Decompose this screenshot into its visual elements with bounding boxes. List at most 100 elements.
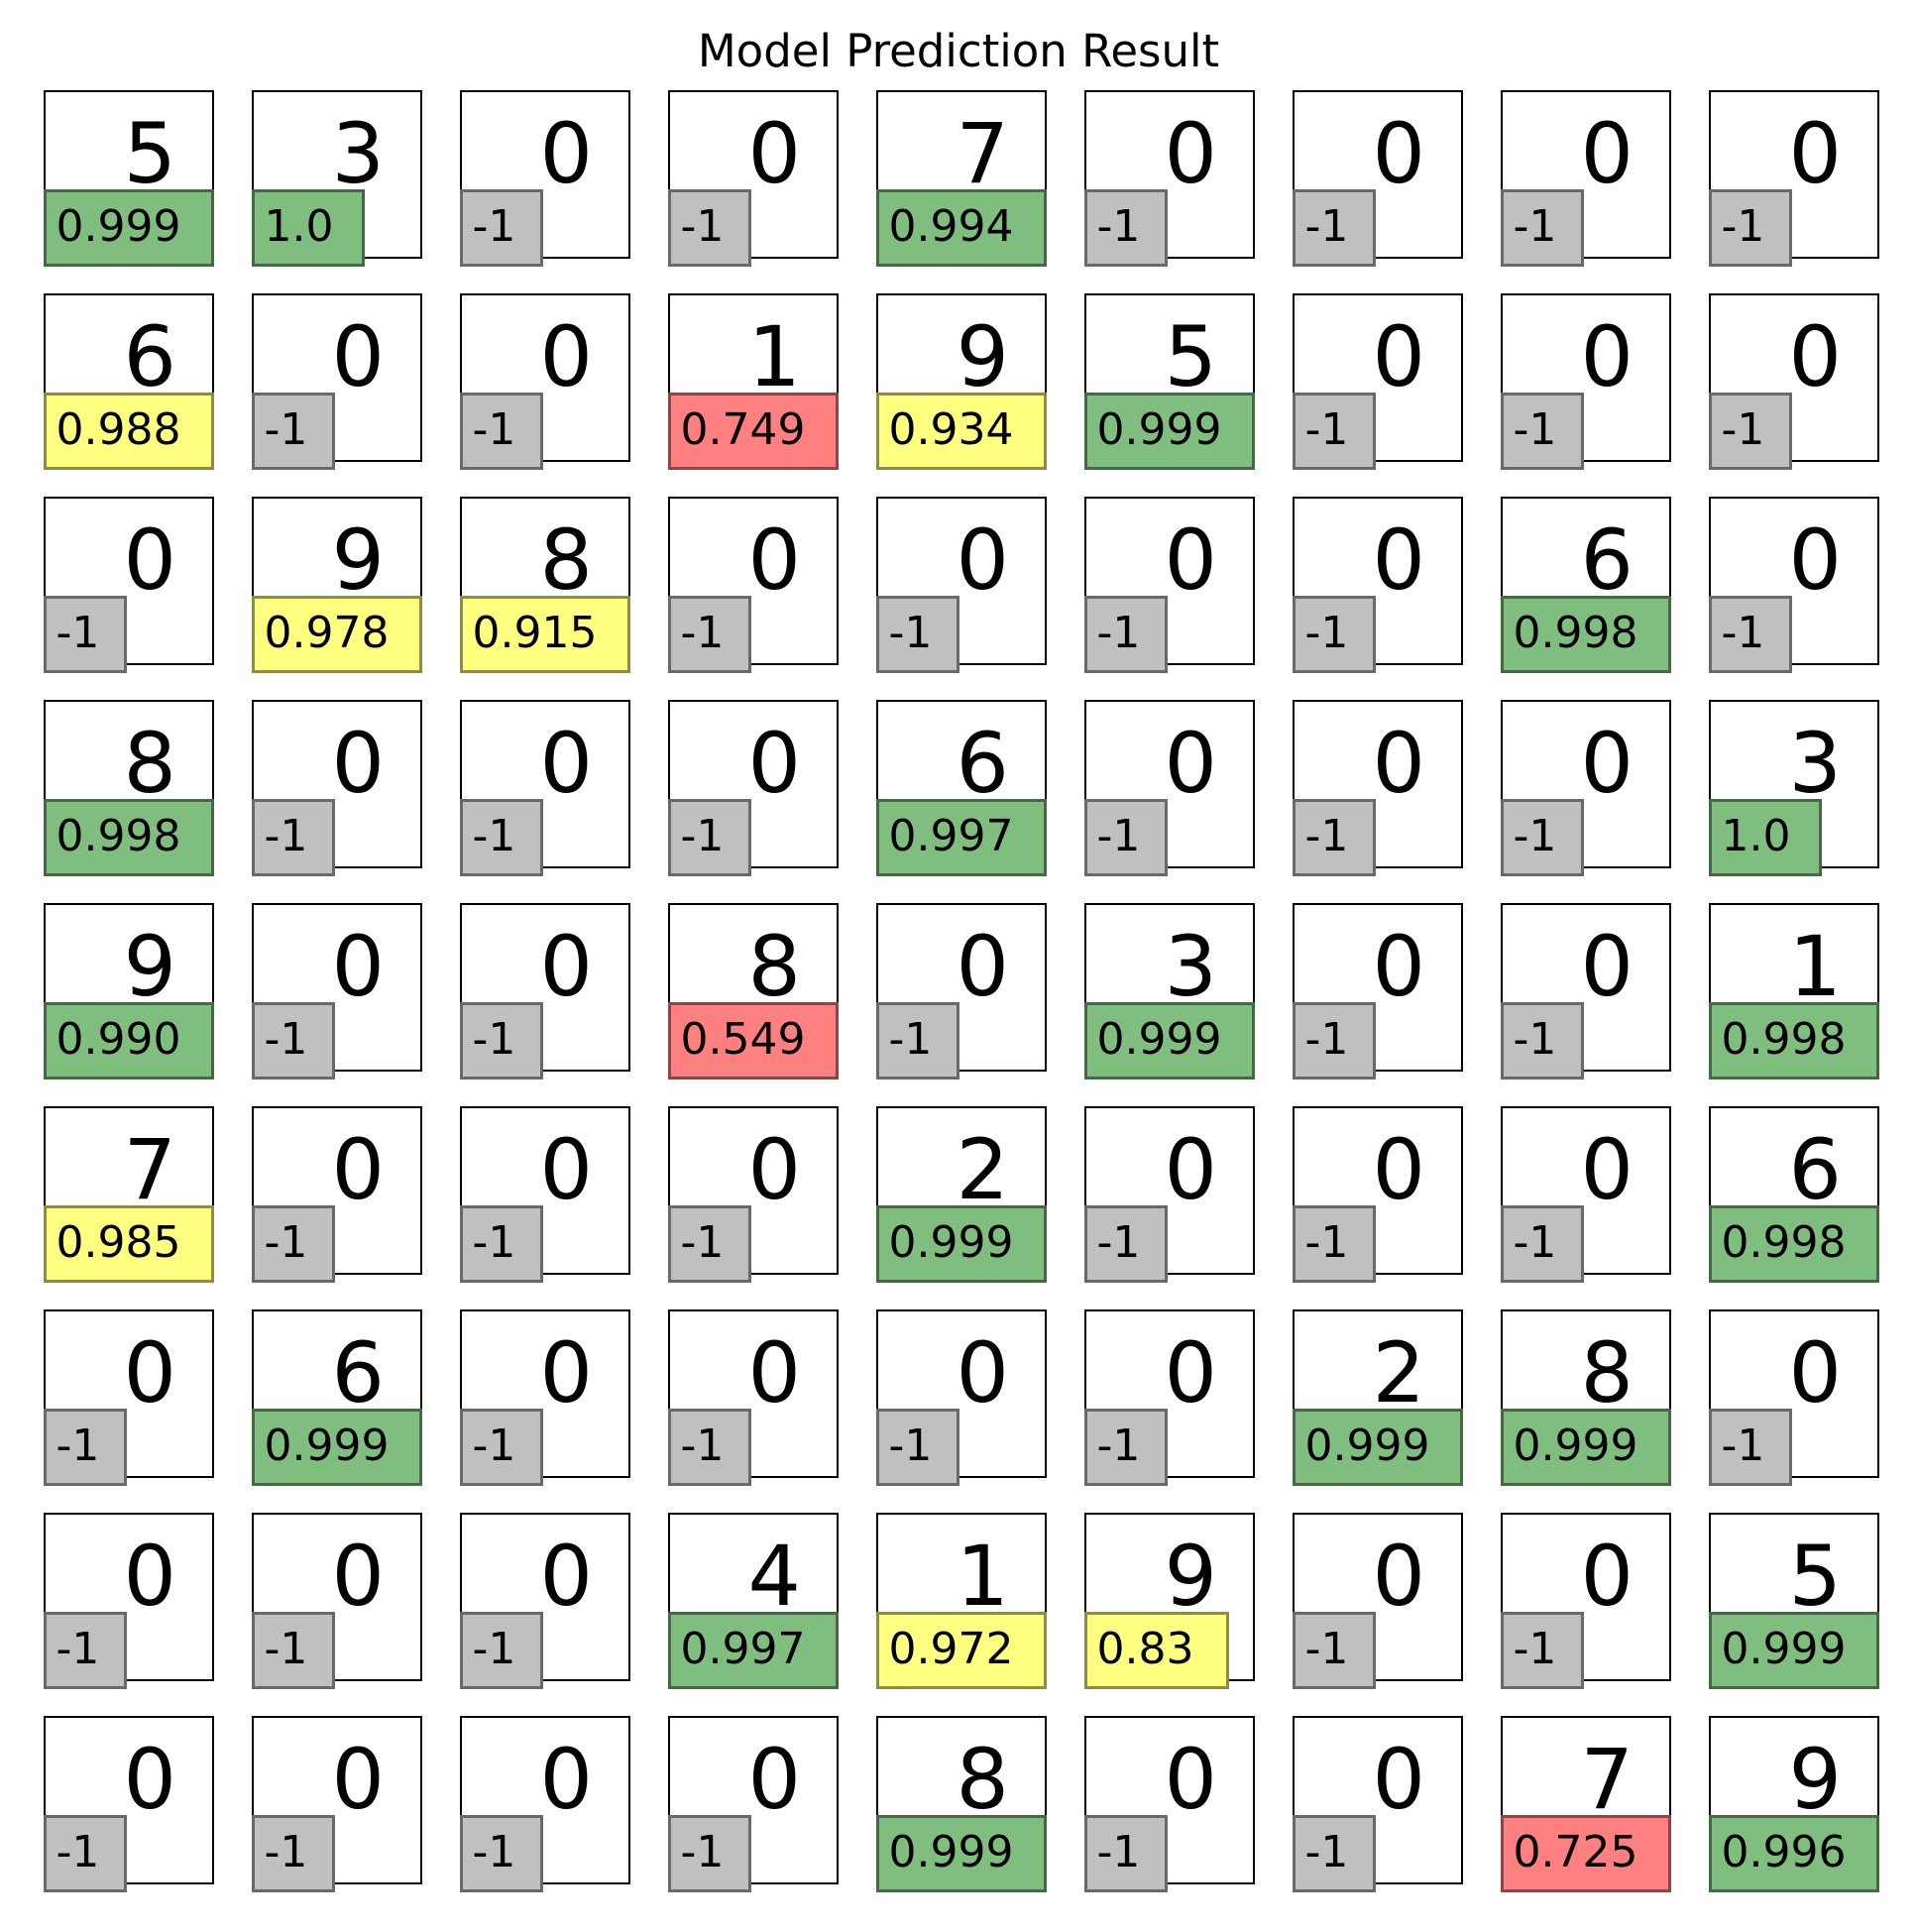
prediction-cell: 0 -1: [1292, 90, 1463, 267]
confidence-badge: -1: [459, 1205, 543, 1283]
prediction-cell: 6 0.998: [1708, 1106, 1879, 1283]
prediction-cell: 0 -1: [459, 1309, 630, 1486]
confidence-badge: -1: [667, 799, 751, 876]
prediction-cell: 0 -1: [1292, 293, 1463, 470]
predicted-digit: 0: [1372, 105, 1425, 202]
prediction-cell: 0 -1: [875, 903, 1047, 1080]
predicted-digit: 7: [123, 1121, 176, 1218]
confidence-badge: 0.988: [43, 393, 214, 470]
prediction-cell: 8 0.999: [875, 1716, 1047, 1892]
predicted-digit: 0: [1372, 1528, 1425, 1625]
confidence-badge: 0.997: [875, 799, 1047, 876]
confidence-badge: -1: [1708, 393, 1792, 470]
prediction-cell: 0 -1: [1083, 700, 1255, 876]
confidence-badge: -1: [1292, 189, 1376, 267]
predicted-digit: 0: [1164, 105, 1217, 202]
predicted-digit: 0: [331, 308, 385, 405]
predicted-digit: 5: [123, 105, 176, 202]
predicted-digit: 3: [1164, 918, 1217, 1015]
prediction-cell: 7 0.994: [875, 90, 1047, 267]
predicted-digit: 8: [123, 715, 176, 812]
prediction-cell: 2 0.999: [1292, 1309, 1463, 1486]
confidence-badge: -1: [251, 1205, 335, 1283]
predicted-digit: 1: [1788, 918, 1842, 1015]
prediction-cell: 8 0.999: [1500, 1309, 1671, 1486]
predicted-digit: 0: [539, 308, 593, 405]
prediction-cell: 0 -1: [251, 1106, 422, 1283]
predicted-digit: 6: [1788, 1121, 1842, 1218]
prediction-cell: 3 1.0: [251, 90, 422, 267]
predicted-digit: 0: [123, 511, 176, 609]
prediction-cell: 9 0.990: [43, 903, 214, 1080]
prediction-cell: 6 0.998: [1500, 497, 1671, 673]
confidence-badge: -1: [667, 1205, 751, 1283]
prediction-cell: 0 -1: [43, 1716, 214, 1892]
confidence-badge: -1: [43, 1815, 127, 1892]
confidence-badge: 0.998: [43, 799, 214, 876]
confidence-badge: 0.934: [875, 393, 1047, 470]
predicted-digit: 0: [956, 1324, 1009, 1421]
confidence-badge: -1: [1083, 1409, 1168, 1486]
page-title: Model Prediction Result: [697, 25, 1220, 77]
predicted-digit: 2: [1372, 1324, 1425, 1421]
predicted-digit: 0: [123, 1324, 176, 1421]
confidence-badge: 0.549: [667, 1002, 839, 1080]
confidence-badge: -1: [1500, 1205, 1584, 1283]
confidence-badge: 0.972: [875, 1612, 1047, 1689]
confidence-badge: 0.83: [1083, 1612, 1229, 1689]
confidence-badge: -1: [251, 1002, 335, 1080]
confidence-badge: 0.999: [1083, 1002, 1255, 1080]
prediction-cell: 0 -1: [1708, 497, 1879, 673]
prediction-cell: 1 0.998: [1708, 903, 1879, 1080]
prediction-cell: 0 -1: [1708, 90, 1879, 267]
prediction-cell: 0 -1: [667, 90, 839, 267]
confidence-badge: -1: [251, 1815, 335, 1892]
confidence-badge: -1: [1708, 189, 1792, 267]
confidence-badge: 0.998: [1500, 596, 1671, 673]
confidence-badge: -1: [459, 1002, 543, 1080]
confidence-badge: 0.999: [43, 189, 214, 267]
prediction-cell: 0 -1: [667, 1716, 839, 1892]
confidence-badge: 0.999: [1708, 1612, 1879, 1689]
predicted-digit: 7: [956, 105, 1009, 202]
predicted-digit: 0: [1580, 105, 1634, 202]
predicted-digit: 0: [747, 1731, 801, 1828]
prediction-cell: 4 0.997: [667, 1513, 839, 1689]
predicted-digit: 0: [1372, 1731, 1425, 1828]
predicted-digit: 2: [956, 1121, 1009, 1218]
confidence-badge: -1: [459, 1612, 543, 1689]
confidence-badge: -1: [43, 1409, 127, 1486]
predicted-digit: 0: [1164, 1324, 1217, 1421]
prediction-cell: 0 -1: [459, 1716, 630, 1892]
prediction-cell: 8 0.915: [459, 497, 630, 673]
predicted-digit: 0: [956, 918, 1009, 1015]
prediction-cell: 0 -1: [459, 90, 630, 267]
confidence-badge: -1: [1292, 799, 1376, 876]
predicted-digit: 0: [1164, 1731, 1217, 1828]
predicted-digit: 7: [1580, 1731, 1634, 1828]
predicted-digit: 0: [956, 511, 1009, 609]
confidence-badge: -1: [459, 189, 543, 267]
prediction-cell: 9 0.83: [1083, 1513, 1255, 1689]
predicted-digit: 0: [331, 715, 385, 812]
predicted-digit: 6: [1580, 511, 1634, 609]
predicted-digit: 0: [747, 105, 801, 202]
prediction-cell: 0 -1: [1083, 90, 1255, 267]
confidence-badge: -1: [1083, 799, 1168, 876]
prediction-cell: 9 0.978: [251, 497, 422, 673]
predicted-digit: 0: [747, 715, 801, 812]
prediction-cell: 8 0.998: [43, 700, 214, 876]
prediction-cell: 0 -1: [1500, 1106, 1671, 1283]
prediction-cell: 3 0.999: [1083, 903, 1255, 1080]
prediction-cell: 0 -1: [43, 1513, 214, 1689]
predicted-digit: 3: [1788, 715, 1842, 812]
prediction-cell: 0 -1: [251, 1716, 422, 1892]
confidence-badge: 0.985: [43, 1205, 214, 1283]
prediction-cell: 6 0.988: [43, 293, 214, 470]
confidence-badge: -1: [251, 1612, 335, 1689]
confidence-badge: -1: [251, 799, 335, 876]
prediction-cell: 0 -1: [1083, 1309, 1255, 1486]
predicted-digit: 0: [1580, 918, 1634, 1015]
predicted-digit: 0: [747, 511, 801, 609]
predicted-digit: 6: [331, 1324, 385, 1421]
